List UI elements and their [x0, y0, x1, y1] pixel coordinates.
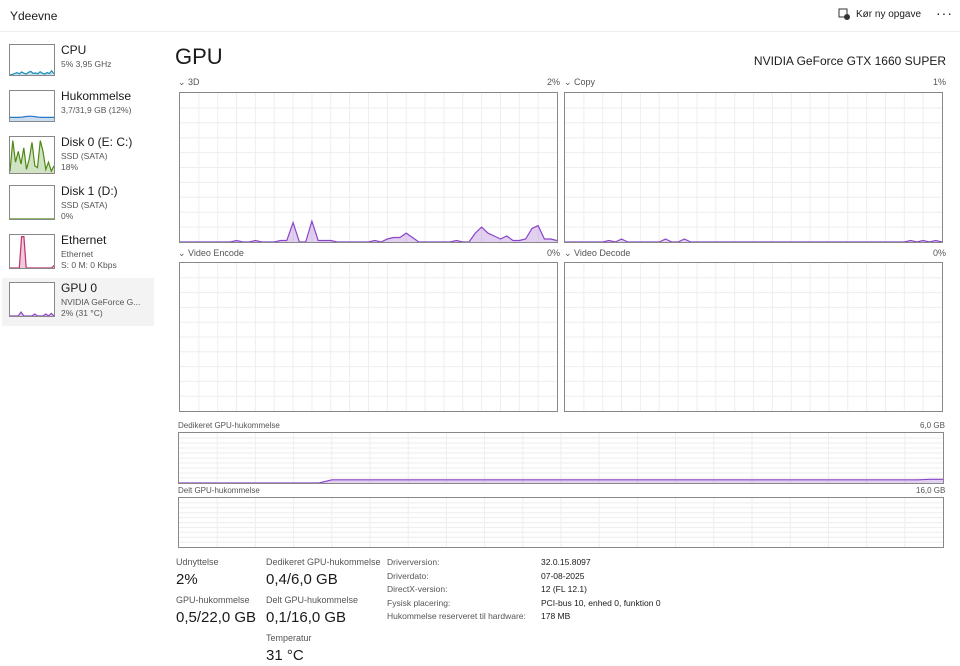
utilization-label: Udnyttelse	[176, 557, 219, 567]
graph-copy-label[interactable]: ⌄ Copy	[564, 77, 596, 87]
info-key: Fysisk placering:	[387, 598, 451, 608]
sidebar-item-value: S: 0 M: 0 Kbps	[61, 260, 117, 270]
sidebar-item-name: GPU 0	[61, 281, 98, 295]
shared-memory-label: Delt GPU-hukommelse	[178, 486, 260, 495]
info-value: PCI-bus 10, enhed 0, funktion 0	[541, 598, 661, 608]
gpu-memory-label: GPU-hukommelse	[176, 595, 250, 605]
shared-memory-value: 0,1/16,0 GB	[266, 609, 347, 626]
sidebar-item-detail: NVIDIA GeForce G...	[61, 297, 141, 307]
disk0-thumbnail-graph	[9, 136, 55, 174]
cpu-thumbnail-graph	[9, 44, 55, 76]
graph-3d	[179, 92, 558, 243]
graph-video-encode-value: 0%	[547, 248, 561, 258]
graph-video-encode-label[interactable]: ⌄ Video Encode	[178, 248, 244, 258]
sidebar-item-ethernet[interactable]: Ethernet Ethernet S: 0 M: 0 Kbps	[2, 230, 154, 278]
sidebar-item-name: Hukommelse	[61, 89, 132, 103]
dedicated-memory-max: 6,0 GB	[920, 421, 945, 430]
memory-thumbnail-graph	[9, 90, 55, 122]
sidebar-item-detail: Ethernet	[61, 249, 94, 259]
graph-dedicated-memory	[178, 432, 944, 484]
utilization-value: 2%	[176, 571, 198, 588]
info-value: 07-08-2025	[541, 571, 585, 581]
info-key: Hukommelse reserveret til hardware:	[387, 611, 526, 621]
dedicated-memory-value: 0,4/6,0 GB	[266, 571, 338, 588]
series-line	[179, 478, 943, 483]
graph-video-decode	[564, 262, 943, 412]
sidebar-item-name: CPU	[61, 43, 87, 57]
run-new-task-button[interactable]: Kør ny opgave	[838, 8, 921, 20]
temperature-label: Temperatur	[266, 633, 312, 643]
run-new-task-label: Kør ny opgave	[856, 8, 922, 20]
info-value: 178 MB	[541, 611, 571, 621]
graph-video-encode	[179, 262, 558, 412]
sidebar-item-detail: SSD (SATA)	[61, 151, 108, 161]
graph-copy-value: 1%	[933, 77, 947, 87]
run-task-icon	[838, 8, 850, 20]
series-line	[180, 219, 557, 242]
graph-video-decode-label[interactable]: ⌄ Video Decode	[564, 248, 631, 258]
series-area	[10, 140, 54, 173]
more-options-button[interactable]: ···	[936, 5, 953, 21]
info-value: 32.0.15.8097	[541, 557, 591, 567]
sidebar-item-memory[interactable]: Hukommelse 3,7/31,9 GB (12%)	[2, 86, 154, 134]
dedicated-memory-label: Dedikeret GPU-hukommelse	[178, 421, 280, 430]
sidebar-item-value: 2% (31 °C)	[61, 308, 103, 318]
gpu-model-name: NVIDIA GeForce GTX 1660 SUPER	[753, 54, 946, 68]
shared-memory-stat-label: Delt GPU-hukommelse	[266, 595, 359, 605]
sidebar-item-disk0[interactable]: Disk 0 (E: C:) SSD (SATA) 18%	[2, 132, 154, 180]
disk1-thumbnail-graph	[9, 185, 55, 220]
series-line	[10, 236, 55, 269]
series-line	[10, 115, 54, 118]
dedicated-memory-stat-label: Dedikeret GPU-hukommelse	[266, 557, 381, 567]
series-line	[9, 69, 55, 76]
graph-copy	[564, 92, 943, 243]
series-line	[9, 140, 55, 173]
sidebar-item-name: Disk 1 (D:)	[61, 184, 118, 198]
sidebar-item-cpu[interactable]: CPU 5% 3,95 GHz	[2, 40, 154, 88]
sidebar-item-value: 0%	[61, 211, 74, 221]
graph-shared-memory	[178, 497, 944, 548]
series-area	[180, 221, 557, 242]
graph-3d-label[interactable]: ⌄ 3D	[178, 77, 200, 87]
app-title: Ydeevne	[10, 9, 58, 23]
sidebar-item-disk1[interactable]: Disk 1 (D:) SSD (SATA) 0%	[2, 181, 154, 229]
sidebar-item-detail: SSD (SATA)	[61, 200, 108, 210]
shared-memory-max: 16,0 GB	[916, 486, 946, 495]
gpu-thumbnail-graph	[9, 282, 55, 317]
temperature-value: 31 °C	[266, 647, 304, 664]
sidebar-item-value: 18%	[61, 162, 79, 172]
info-value: 12 (FL 12.1)	[541, 584, 587, 594]
gpu-memory-value: 0,5/22,0 GB	[176, 609, 257, 626]
series-area	[10, 236, 54, 268]
info-key: Driverdato:	[387, 571, 429, 581]
sidebar-item-detail: 3,7/31,9 GB (12%)	[61, 105, 132, 115]
ethernet-thumbnail-graph	[9, 234, 55, 269]
series-line	[10, 310, 55, 317]
sidebar-item-gpu0[interactable]: GPU 0 NVIDIA GeForce G... 2% (31 °C)	[2, 278, 154, 326]
info-key: DirectX-version:	[387, 584, 448, 594]
info-key: Driverversion:	[387, 557, 440, 567]
sidebar-item-detail: 5% 3,95 GHz	[61, 59, 112, 69]
sidebar-item-name: Disk 0 (E: C:)	[61, 135, 133, 149]
sidebar-item-name: Ethernet	[61, 233, 107, 247]
graph-3d-value: 2%	[547, 77, 561, 87]
title-bar: Ydeevne Kør ny opgave ···	[0, 0, 960, 32]
graph-video-decode-value: 0%	[933, 248, 947, 258]
page-title: GPU	[175, 44, 223, 69]
